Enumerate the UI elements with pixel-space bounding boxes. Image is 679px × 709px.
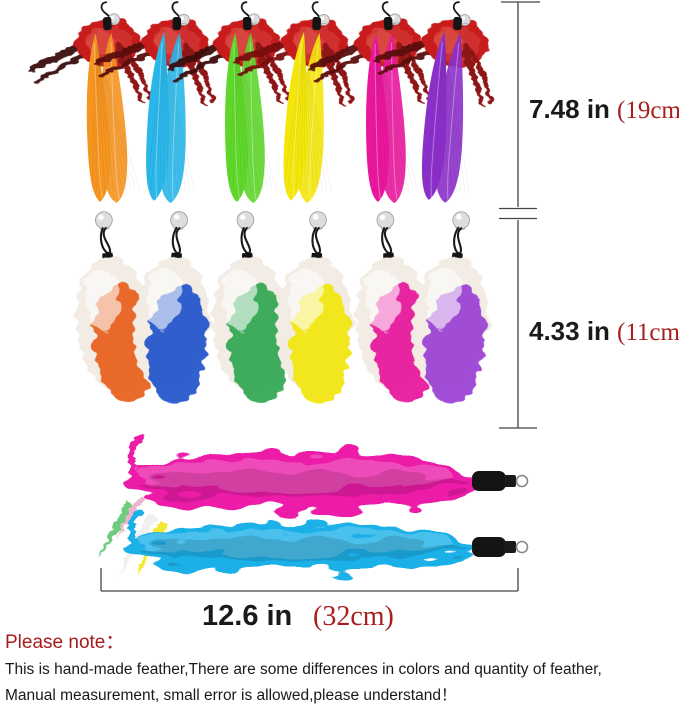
svg-text:Manual measurement, small erro: Manual measurement, small error is allow… xyxy=(5,687,456,704)
svg-text:12.6 in: 12.6 in xyxy=(202,600,292,632)
svg-text:(19cm): (19cm) xyxy=(617,97,679,124)
svg-text:This is hand-made feather,Ther: This is hand-made feather,There are some… xyxy=(5,661,602,678)
svg-text:7.48 in: 7.48 in xyxy=(529,94,610,124)
svg-text:4.33 in: 4.33 in xyxy=(529,316,610,346)
svg-text:Please note：: Please note： xyxy=(5,632,124,653)
svg-text:(11cm): (11cm) xyxy=(617,319,679,346)
svg-text:(32cm): (32cm) xyxy=(313,601,394,632)
